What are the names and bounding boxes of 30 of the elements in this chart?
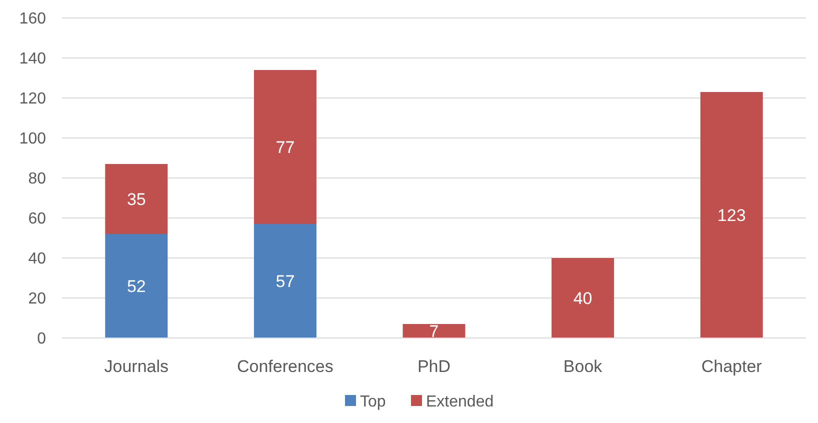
data-label: 77 [276, 138, 295, 157]
data-label: 40 [573, 288, 592, 308]
y-tick-label: 20 [28, 290, 46, 308]
legend-label: Top [360, 394, 386, 411]
x-tick-label: PhD [417, 356, 451, 376]
x-tick-label: Journals [104, 356, 169, 376]
y-tick-label: 160 [19, 10, 46, 28]
bar [700, 92, 763, 338]
legend-label: Extended [426, 394, 494, 411]
bar [402, 324, 466, 338]
data-label: 123 [717, 206, 746, 225]
bar [254, 70, 316, 224]
data-label: 57 [276, 272, 295, 291]
bar [552, 258, 614, 338]
y-tick-label: 140 [19, 50, 46, 68]
bar [105, 164, 168, 234]
y-tick-label: 60 [28, 210, 46, 228]
data-label: 52 [126, 276, 146, 296]
y-tick-label: 0 [37, 330, 46, 348]
data-label: 35 [126, 190, 146, 209]
data-label: 7 [429, 322, 439, 341]
x-tick-label: Chapter [701, 356, 762, 376]
y-tick-label: 120 [19, 90, 46, 108]
x-tick-label: Book [563, 356, 603, 376]
x-tick-label: Conferences [237, 356, 334, 376]
bar [254, 224, 316, 338]
y-tick-label: 100 [19, 130, 46, 148]
y-tick-label: 80 [28, 170, 46, 188]
bar [105, 234, 168, 338]
y-tick-label: 40 [28, 250, 46, 268]
